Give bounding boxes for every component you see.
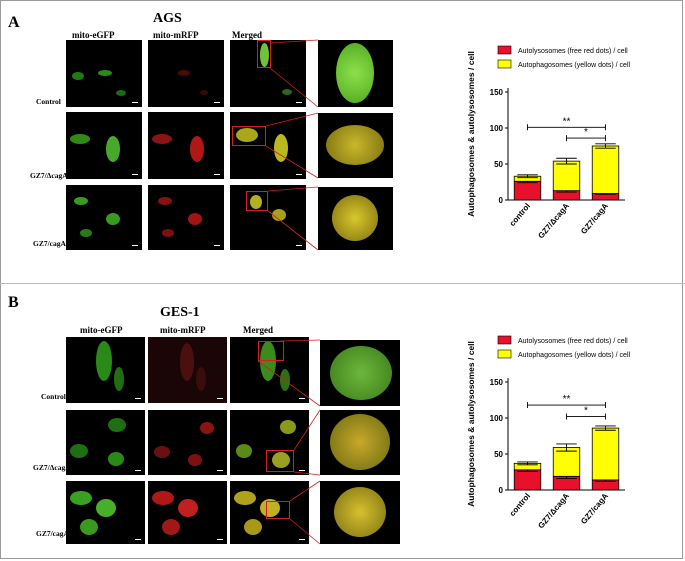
bar-segment [513, 180, 542, 201]
micrograph-a-control-merged [230, 40, 306, 107]
micrograph-b-dcaga-merged [230, 410, 309, 475]
bar-segment [591, 427, 620, 481]
panel-b-title: GES-1 [160, 305, 200, 320]
significance-label: * [584, 406, 588, 417]
panel-divider [0, 283, 685, 284]
significance-label: * [584, 127, 588, 138]
micrograph-a-control-mrfp [148, 40, 224, 107]
panel-a-row-caga: GZ7/cagA [33, 239, 66, 248]
zoom-a-control [318, 40, 393, 107]
chart-a: Autolysosomes (free red dots) / cell Auto… [466, 45, 630, 240]
y-tick-label: 150 [490, 88, 504, 97]
panel-b-row-dcaga: GZ7/ΔcagA [33, 463, 71, 472]
panel-b-letter: B [8, 294, 19, 311]
panel-a-col-mrfp: mito-mRFP [153, 30, 199, 40]
x-tick-label: GZ7/cagA [579, 491, 610, 526]
legend-label: Autophagosomes (yellow dots) / cell [518, 62, 630, 69]
panel-a-row-control: Control [36, 97, 61, 106]
zoom-b-caga [320, 481, 400, 544]
x-tick-label: GZ7/cagA [579, 201, 610, 236]
legend-label: Autolysosomes (free red dots) / cell [518, 48, 628, 55]
legend-swatch [497, 335, 512, 345]
panel-b-col-merged: Merged [243, 325, 273, 335]
panel-b-row-caga: GZ7/cagA [36, 529, 69, 538]
chart-b: Autolysosomes (free red dots) / cell Auto… [466, 335, 630, 530]
y-tick-label: 50 [494, 160, 503, 169]
micrograph-b-dcaga-mrfp [148, 410, 227, 475]
legend-swatch [497, 45, 512, 55]
x-tick-label: control [508, 492, 532, 519]
y-tick-label: 150 [490, 378, 504, 387]
micrograph-a-dcaga-mrfp [148, 112, 224, 179]
micrograph-a-control-egfp [66, 40, 142, 107]
y-tick-label: 50 [494, 450, 503, 459]
significance-label: ** [563, 394, 571, 405]
zoom-b-dcaga [320, 410, 400, 475]
legend-label: Autolysosomes (free red dots) / cell [518, 338, 628, 345]
micrograph-b-caga-mrfp [148, 481, 227, 544]
panel-a-col-merged: Merged [232, 30, 262, 40]
y-axis-label: Autophagosomes & autolysosomes / cell [466, 51, 476, 217]
bar-segment [552, 447, 581, 477]
x-tick-label: control [508, 202, 532, 229]
micrograph-b-control-mrfp [148, 337, 227, 403]
micrograph-a-caga-mrfp [148, 185, 224, 250]
significance-label: ** [563, 116, 571, 127]
legend-label: Autophagosomes (yellow dots) / cell [518, 352, 630, 359]
micrograph-a-caga-egfp [66, 185, 142, 250]
zoom-a-dcaga [318, 113, 393, 178]
zoom-a-caga [318, 187, 393, 250]
x-tick-label: GZ7/ΔcagA [536, 201, 571, 240]
legend-swatch [497, 59, 512, 69]
legend-swatch [497, 349, 512, 359]
y-tick-label: 100 [490, 414, 504, 423]
micrograph-b-caga-merged [230, 481, 309, 544]
panel-a-title: AGS [153, 11, 182, 26]
micrograph-a-dcaga-egfp [66, 112, 142, 179]
panel-a-row-dcaga: GZ7/ΔcagA [30, 171, 68, 180]
micrograph-b-dcaga-egfp [66, 410, 145, 475]
micrograph-a-dcaga-merged [230, 112, 306, 179]
panel-b-col-mrfp: mito-mRFP [160, 325, 206, 335]
y-axis-label: Autophagosomes & autolysosomes / cell [466, 341, 476, 507]
x-tick-label: GZ7/ΔcagA [536, 491, 571, 530]
bar-segment [513, 469, 542, 491]
micrograph-a-caga-merged [230, 185, 306, 250]
y-tick-label: 100 [490, 124, 504, 133]
zoom-b-control [320, 340, 400, 406]
bar-segment [552, 160, 581, 192]
micrograph-b-control-egfp [66, 337, 145, 403]
y-tick-label: 0 [499, 196, 504, 205]
panel-a-letter: A [8, 14, 20, 31]
panel-b-col-egfp: mito-eGFP [80, 325, 123, 335]
bar-segment [591, 145, 620, 194]
panel-a-col-egfp: mito-eGFP [72, 30, 115, 40]
panel-b-row-control: Control [41, 392, 66, 401]
micrograph-b-caga-egfp [66, 481, 145, 544]
y-tick-label: 0 [499, 486, 504, 495]
